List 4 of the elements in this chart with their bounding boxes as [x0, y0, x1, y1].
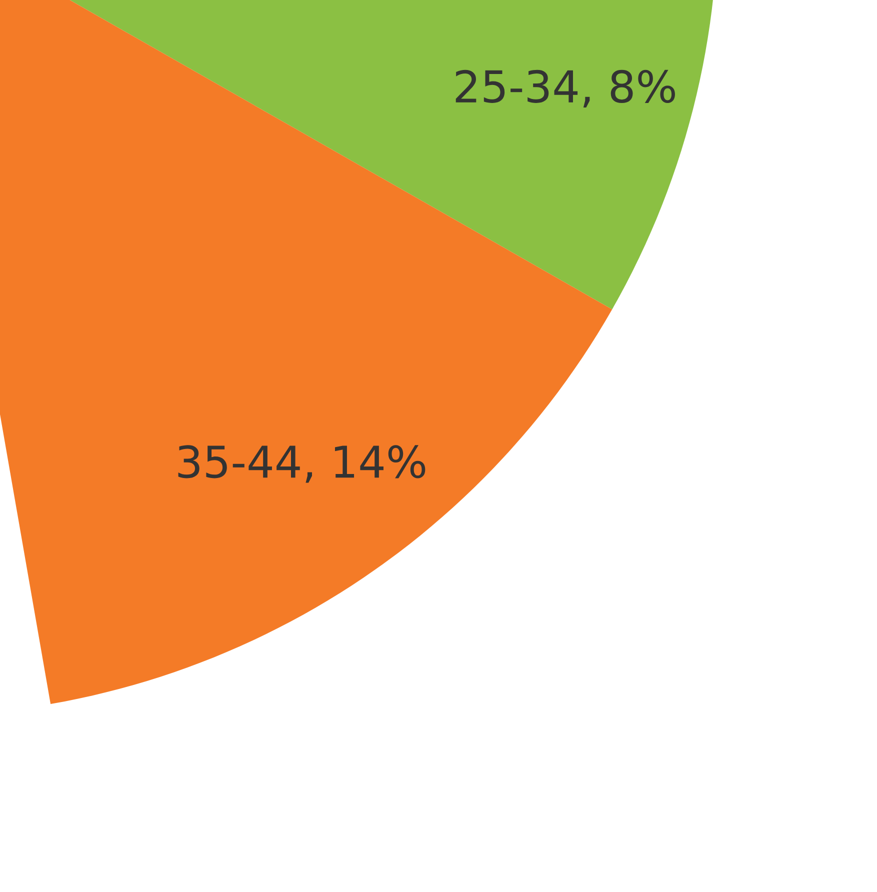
slice-label: 35-44 [178, 445, 300, 478]
data-label: , 14% [306, 445, 426, 483]
slice-label: 25-34 [456, 70, 578, 103]
data-label: , 8% [583, 70, 675, 108]
